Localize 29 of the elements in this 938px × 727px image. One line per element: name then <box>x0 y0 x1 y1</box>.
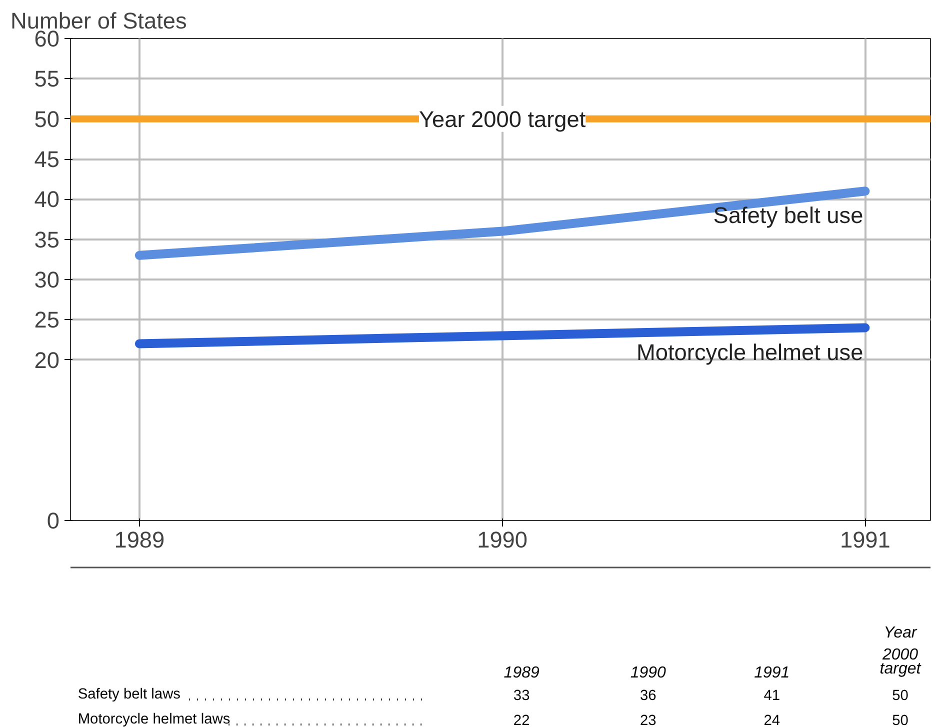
series-label: Motorcycle helmet use <box>636 338 864 365</box>
data-label: 22 <box>513 713 530 727</box>
category-label: 1989 <box>504 664 540 682</box>
x-tick-label: 1990 <box>477 526 528 552</box>
y-tick-label: 20 <box>34 346 60 373</box>
y-tick-label: 35 <box>34 226 60 252</box>
category-label: Year 2000 target <box>880 624 922 678</box>
data-label: 41 <box>764 688 780 704</box>
y-tick-label: 30 <box>34 266 60 292</box>
y-tick-label: 0 <box>46 508 60 534</box>
y-tick-label: 50 <box>34 106 60 132</box>
ref-line-label: Year 2000 target <box>418 106 586 132</box>
data-label: 23 <box>640 713 656 727</box>
data-label: 24 <box>764 713 780 727</box>
text: Safety belt laws <box>78 686 180 702</box>
text: Motorcycle helmet laws <box>78 712 230 727</box>
category-label: 1991 <box>754 664 790 682</box>
data-label: 36 <box>640 688 656 704</box>
y-tick-label: 40 <box>34 186 60 212</box>
x-tick-label: 1989 <box>114 526 165 552</box>
data-label: 50 <box>892 688 908 704</box>
data-label: 33 <box>513 688 530 704</box>
y-tick-label: 25 <box>34 306 60 333</box>
y-tick-label: 55 <box>34 66 60 92</box>
series-label: Safety belt use <box>713 202 864 228</box>
y-tick-label: 45 <box>34 146 60 172</box>
category-label: 1990 <box>630 664 666 682</box>
x-tick-label: 1991 <box>840 526 890 552</box>
data-label: 50 <box>892 713 908 727</box>
